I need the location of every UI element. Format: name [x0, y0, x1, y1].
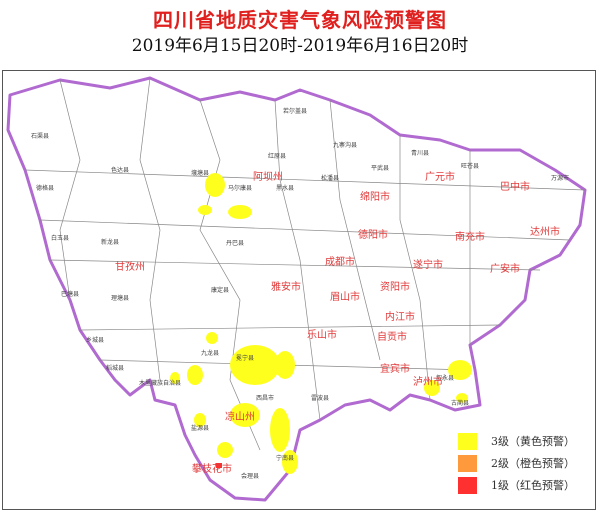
county-label: 若尔盖县	[283, 107, 307, 115]
county-boundaries	[24, 77, 586, 451]
county-label: 雷波县	[311, 394, 329, 402]
city-label: 内江市	[385, 310, 415, 323]
county-label: 松潘县	[321, 174, 339, 182]
city-label: 自贡市	[377, 330, 407, 343]
county-label: 红原县	[268, 152, 286, 160]
city-label: 阿坝州	[253, 171, 283, 183]
city-label: 广元市	[425, 170, 455, 183]
legend-label: 1级（红色预警）	[491, 479, 575, 492]
city-label: 泸州市	[413, 375, 443, 388]
legend-swatch	[458, 454, 477, 472]
county-label: 新龙县	[101, 238, 119, 246]
map-title: 四川省地质灾害气象风险预警图	[153, 8, 447, 32]
legend: 3级（黄色预警） 2级（橙色预警） 1级（红色预警）	[458, 430, 575, 496]
city-label: 宜宾市	[380, 362, 410, 375]
city-label: 眉山市	[330, 290, 360, 303]
county-label: 马尔康县	[228, 184, 252, 192]
county-label: 黑水县	[276, 184, 294, 192]
county-label: 乡城县	[86, 337, 104, 344]
city-label: 成都市	[325, 255, 355, 268]
legend-swatch	[458, 476, 477, 494]
legend-label: 2级（橙色预警）	[491, 457, 575, 470]
county-label: 万源市	[551, 174, 569, 182]
county-label: 稻城县	[106, 364, 124, 372]
county-label: 会理县	[241, 472, 259, 480]
warning-area-level1	[216, 463, 222, 468]
legend-item-level3: 3级（黄色预警）	[458, 430, 575, 452]
county-label: 石渠县	[31, 132, 49, 140]
county-label: 丹巴县	[226, 240, 244, 247]
county-label: 白玉县	[51, 234, 69, 242]
city-label: 遂宁市	[413, 258, 443, 271]
city-label: 雅安市	[271, 280, 301, 293]
county-label: 青川县	[411, 149, 429, 157]
county-label: 宁南县	[276, 454, 294, 462]
legend-swatch	[458, 432, 477, 450]
city-label: 南充市	[455, 230, 485, 243]
map-subtitle: 2019年6月15日20时-2019年6月16日20时	[131, 36, 469, 56]
county-label: 理塘县	[111, 294, 129, 302]
county-label: 西昌市	[256, 394, 274, 402]
map-frame	[2, 70, 596, 510]
county-label: 古蔺县	[451, 399, 469, 407]
county-label: 康定县	[211, 286, 229, 294]
county-label: 九寨沟县	[333, 141, 357, 149]
city-label: 乐山市	[307, 328, 337, 341]
city-label: 资阳市	[380, 280, 410, 293]
county-label: 盐源县	[191, 424, 209, 432]
city-label: 凉山州	[225, 410, 255, 423]
county-label: 巴塘县	[61, 290, 79, 298]
warning-areas-level3	[170, 173, 472, 474]
city-label: 德阳市	[358, 228, 388, 241]
legend-item-level2: 2级（橙色预警）	[458, 452, 575, 474]
county-label: 色达县	[111, 166, 129, 174]
county-label: 壤塘县	[191, 169, 209, 177]
county-label: 旺苍县	[461, 162, 479, 170]
county-label: 叙永县	[436, 374, 454, 382]
county-label: 木里藏族自治县	[139, 379, 181, 387]
city-label: 攀枝花市	[192, 462, 232, 475]
city-label: 巴中市	[500, 180, 530, 193]
legend-label: 3级（黄色预警）	[491, 435, 575, 448]
city-label: 甘孜州	[115, 260, 145, 273]
legend-item-level1: 1级（红色预警）	[458, 474, 575, 496]
city-label: 绵阳市	[360, 190, 390, 203]
county-label: 九龙县	[201, 349, 219, 357]
city-label: 广安市	[490, 262, 520, 275]
county-label: 平武县	[371, 164, 389, 172]
county-label: 德格县	[36, 184, 54, 192]
city-label: 达州市	[530, 225, 560, 238]
county-label: 冕宁县	[236, 354, 254, 362]
